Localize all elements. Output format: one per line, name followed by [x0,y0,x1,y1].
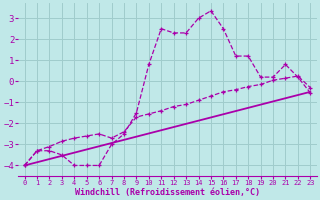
X-axis label: Windchill (Refroidissement éolien,°C): Windchill (Refroidissement éolien,°C) [75,188,260,197]
